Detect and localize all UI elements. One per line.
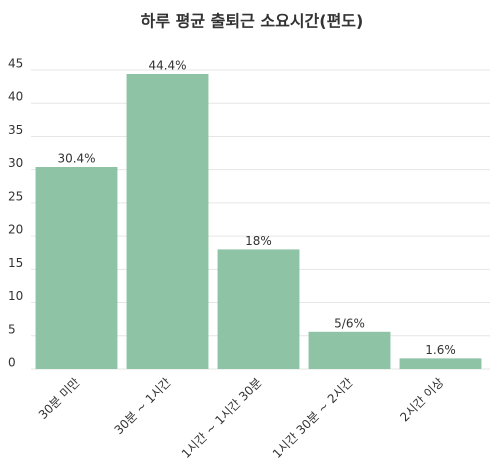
data-label: 44.4% — [148, 58, 186, 72]
y-tick-label: 15 — [8, 256, 23, 270]
x-tick-label: 1시간 30분 ~ 2시간 — [270, 375, 356, 461]
bar — [35, 167, 118, 369]
y-tick-label: 5 — [8, 322, 16, 336]
data-label: 30.4% — [57, 152, 95, 166]
x-tick-label: 1시간 ~ 1시간 30분 — [179, 375, 265, 461]
y-tick-label: 40 — [8, 90, 23, 104]
x-tick-label: 2시간 이상 — [397, 375, 446, 424]
y-tick-label: 0 — [8, 356, 16, 370]
data-label: 1.6% — [425, 343, 456, 357]
bar — [126, 73, 209, 369]
y-tick-label: 25 — [8, 189, 23, 203]
bar — [308, 331, 391, 369]
y-tick-label: 30 — [8, 156, 23, 170]
x-tick-label: 30분 ~ 1시간 — [112, 375, 174, 437]
y-tick-label: 45 — [8, 57, 23, 71]
chart-title: 하루 평균 출퇴근 소요시간(편도) — [141, 12, 364, 31]
x-tick-label: 30분 미만 — [36, 375, 83, 422]
data-label: 5/6% — [334, 316, 365, 330]
y-tick-label: 35 — [8, 123, 23, 137]
y-tick-label: 20 — [8, 223, 23, 237]
bar — [217, 249, 300, 369]
bar — [399, 358, 482, 369]
data-label: 18% — [245, 234, 272, 248]
y-tick-label: 10 — [8, 289, 23, 303]
